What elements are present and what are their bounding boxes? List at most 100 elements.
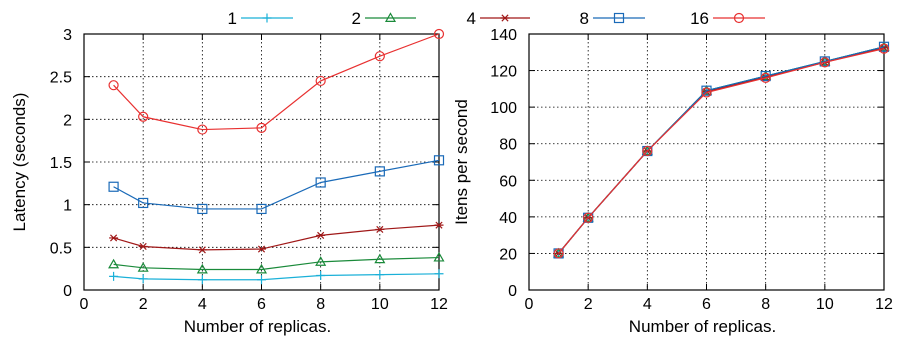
y-tick-label: 20 xyxy=(499,246,517,263)
data-point xyxy=(760,72,771,83)
y-tick-label: 1.5 xyxy=(50,155,72,172)
data-point xyxy=(255,263,268,274)
data-point xyxy=(316,231,326,239)
data-point xyxy=(374,166,385,177)
x-axis-title: Number of replicas. xyxy=(184,317,331,336)
x-tick-label: 12 xyxy=(875,296,893,313)
data-point xyxy=(553,248,564,259)
data-point xyxy=(433,155,445,166)
legend-label: 4 xyxy=(467,9,476,28)
series-line xyxy=(113,256,440,271)
data-point xyxy=(878,43,890,54)
series-line xyxy=(113,273,440,281)
data-point xyxy=(257,245,266,253)
x-tick-label: 8 xyxy=(316,296,325,313)
x-tick-label: 2 xyxy=(139,296,148,313)
series-line xyxy=(558,46,885,254)
legend-marker xyxy=(262,13,272,23)
data-point xyxy=(108,181,119,192)
data-point xyxy=(109,234,119,242)
x-tick-label: 0 xyxy=(525,296,534,313)
data-point xyxy=(316,270,326,280)
data-point xyxy=(642,145,653,157)
series-line xyxy=(558,48,885,254)
legend-marker xyxy=(613,12,625,24)
latency-chart: 0 2 4 6 8 10 12 0 0.5 1 1.5 2 2.5 3 Number of replicas… xyxy=(10,27,448,336)
data-point xyxy=(197,275,207,285)
data-point xyxy=(137,262,149,272)
y-tick-label: 100 xyxy=(490,100,517,117)
y-tick-label: 0 xyxy=(63,283,72,300)
series-line xyxy=(558,46,885,254)
series-line xyxy=(113,33,440,131)
y-tick-label: 2.5 xyxy=(50,70,72,87)
data-point xyxy=(374,51,385,62)
data-point xyxy=(433,28,445,40)
x-tick-label: 12 xyxy=(430,296,448,313)
y-tick-label: 0 xyxy=(508,283,517,300)
data-point xyxy=(197,246,207,254)
legend-label: 8 xyxy=(580,9,589,28)
y-tick-label: 0.5 xyxy=(50,240,72,257)
y-tick-label: 80 xyxy=(499,137,517,154)
plot-frame xyxy=(83,33,440,291)
x-tick-label: 6 xyxy=(257,296,266,313)
y-tick-label: 2 xyxy=(63,112,72,129)
series-line xyxy=(558,46,885,254)
y-tick-label: 1 xyxy=(63,198,72,215)
y-tick-label: 40 xyxy=(499,210,517,227)
legend-label: 1 xyxy=(228,9,237,28)
data-point xyxy=(197,203,208,215)
x-tick-label: 8 xyxy=(761,296,770,313)
data-point xyxy=(375,225,385,233)
series-line xyxy=(558,47,885,254)
y-axis-title: Latency (seconds) xyxy=(10,93,29,232)
data-point xyxy=(109,271,119,281)
plot-frame xyxy=(528,33,885,291)
x-tick-label: 6 xyxy=(702,296,711,313)
data-point xyxy=(819,57,830,68)
data-point xyxy=(433,251,445,262)
y-tick-label: 120 xyxy=(490,64,517,81)
data-point xyxy=(256,122,267,133)
data-point xyxy=(138,197,149,209)
data-point xyxy=(583,212,594,223)
series-line xyxy=(113,224,440,251)
x-tick-label: 10 xyxy=(371,296,389,313)
legend-label: 2 xyxy=(352,9,361,28)
data-point xyxy=(315,256,327,266)
data-point xyxy=(256,203,267,215)
data-point xyxy=(196,263,208,274)
legend-marker xyxy=(384,12,397,22)
data-point xyxy=(434,221,444,229)
x-tick-label: 10 xyxy=(816,296,834,313)
data-point xyxy=(374,253,386,264)
legend-marker xyxy=(733,12,745,24)
y-tick-label: 60 xyxy=(499,173,517,190)
data-point xyxy=(108,80,119,91)
x-tick-label: 4 xyxy=(643,296,652,313)
y-axis-title: Itens per second xyxy=(452,99,471,225)
x-tick-label: 0 xyxy=(80,296,89,313)
data-point xyxy=(138,274,148,284)
data-point xyxy=(375,270,385,280)
data-point xyxy=(434,269,444,279)
data-point xyxy=(315,177,326,188)
data-point xyxy=(257,275,266,285)
data-point xyxy=(138,242,148,251)
data-point xyxy=(138,111,149,122)
x-tick-label: 4 xyxy=(198,296,207,313)
legend-label: 16 xyxy=(690,9,709,28)
x-tick-label: 2 xyxy=(584,296,593,313)
data-point xyxy=(701,87,712,98)
data-point xyxy=(108,258,120,269)
data-point xyxy=(315,75,326,87)
x-axis-title: Number of replicas. xyxy=(629,317,776,336)
y-tick-label: 3 xyxy=(63,27,72,44)
data-point xyxy=(197,124,208,135)
legend: 1 2 4 8 16 xyxy=(228,9,765,28)
legend-marker xyxy=(500,14,510,22)
y-tick-label: 140 xyxy=(490,27,517,44)
